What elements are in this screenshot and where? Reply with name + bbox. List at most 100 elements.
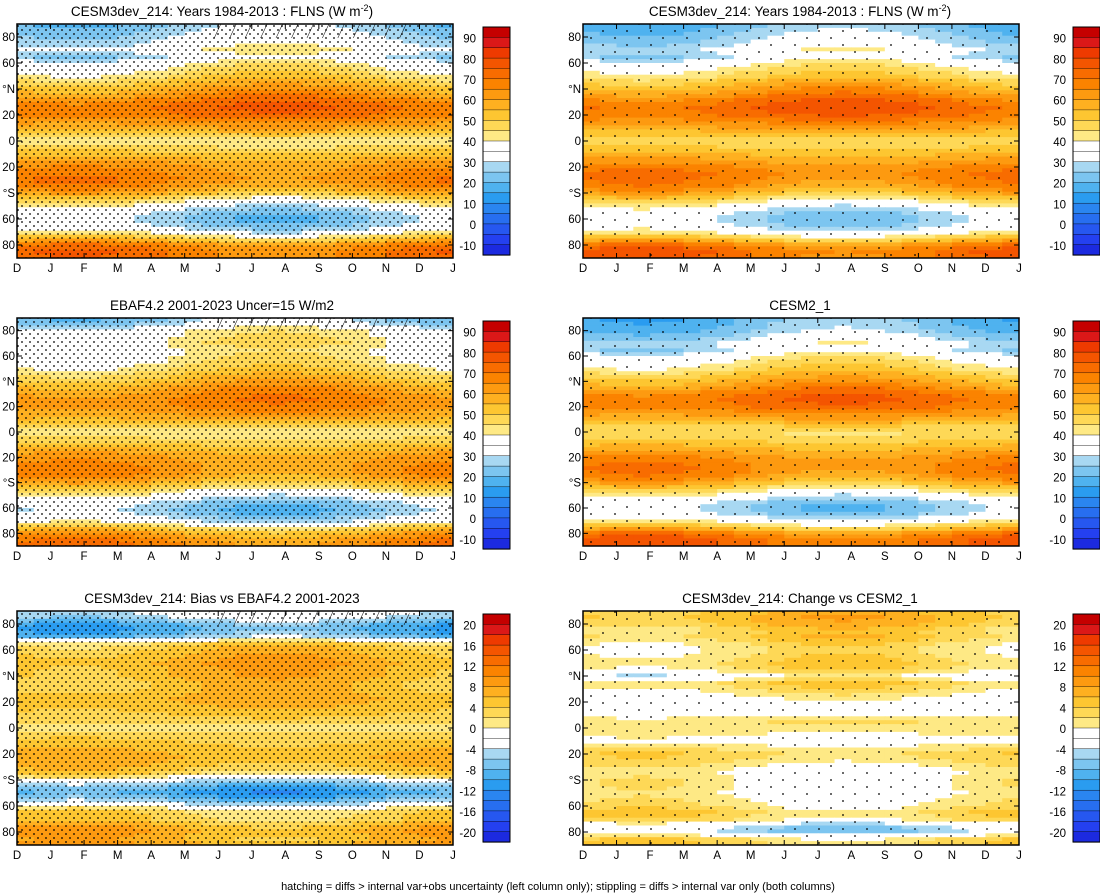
x-tick-label: M (180, 551, 190, 563)
stippling (17, 318, 453, 546)
colorbar-swatch (482, 496, 511, 509)
field (17, 24, 453, 258)
y-tick-label: 60 (2, 58, 15, 70)
x-tick-label: N (382, 263, 390, 275)
y-tick-label: 80 (568, 240, 581, 252)
y-tick-label: 80 (2, 326, 15, 338)
colorbar-swatch (482, 130, 511, 142)
colorbar-label: -10 (459, 241, 476, 253)
colorbar-swatch (1072, 151, 1100, 163)
stippling (583, 24, 1019, 258)
panel-title: EBAF4.2 2001-2023 Uncer=15 W/m2 (110, 298, 334, 313)
colorbar-swatch (482, 445, 511, 457)
colorbar-swatch (482, 151, 511, 163)
y-tick-label: °S (569, 188, 582, 200)
x-tick-label: S (881, 263, 889, 275)
x-tick-label: M (113, 551, 123, 563)
colorbar-swatch (482, 372, 511, 384)
colorbar-swatch (482, 486, 511, 498)
x-tick-label: M (113, 263, 123, 275)
y-tick-label: 80 (568, 32, 581, 44)
colorbar-swatch (1072, 161, 1100, 173)
colorbar-label: 50 (463, 116, 476, 128)
colorbar-swatch (1072, 213, 1100, 225)
x-tick-label: M (746, 263, 756, 275)
x-tick-label: F (81, 551, 88, 563)
panel-cesm3dev-flns-right: CESM3dev_214: Years 1984-2013 : FLNS (W … (568, 3, 1100, 275)
colorbar-swatch (482, 538, 511, 550)
x-tick-label: A (281, 551, 289, 563)
colorbar-swatch (482, 507, 511, 519)
colorbar-swatch (482, 109, 511, 121)
colorbar-swatch (482, 455, 511, 467)
colorbar-swatch (1072, 244, 1100, 256)
x-tick-label: A (713, 263, 721, 275)
colorbar-swatch (1072, 47, 1100, 59)
x-tick-label: S (315, 551, 323, 563)
colorbar-swatch (482, 331, 511, 343)
colorbar-swatch (482, 213, 511, 225)
colorbar-swatch (482, 382, 511, 395)
x-tick-label: J (48, 263, 54, 275)
x-tick-label: M (679, 263, 689, 275)
y-tick-label: 20 (2, 162, 15, 174)
colorbar-swatch (482, 57, 511, 70)
colorbar-label: 80 (463, 54, 476, 66)
x-tick-label: J (450, 263, 456, 275)
colorbar-swatch (1072, 99, 1100, 111)
y-tick-label: 20 (2, 452, 15, 464)
x-tick-label: O (914, 263, 923, 275)
colorbar-swatch (482, 161, 511, 173)
colorbar-swatch (1072, 182, 1100, 194)
x-tick-label: O (348, 551, 357, 563)
colorbar-swatch (482, 424, 511, 436)
y-tick-label: 80 (2, 528, 15, 540)
y-tick-label: 20 (2, 110, 15, 122)
y-tick-label: 80 (2, 240, 15, 252)
colorbar-swatch (1072, 130, 1100, 142)
colorbar-label: 30 (463, 158, 476, 170)
hatching (208, 318, 410, 332)
x-tick-label: J (249, 551, 255, 563)
colorbar-label: -10 (1049, 241, 1066, 253)
colorbar-swatch (482, 362, 511, 374)
colorbar-frame (1072, 26, 1100, 256)
colorbar-swatch (482, 393, 511, 405)
colorbar-label: 90 (1053, 34, 1066, 46)
colorbar-swatch (482, 223, 511, 235)
x-tick-label: A (847, 263, 855, 275)
y-tick-label: 60 (568, 58, 581, 70)
colorbar-label: 40 (1053, 137, 1066, 149)
colorbar-swatch (482, 120, 511, 132)
x-tick-label: D (415, 551, 423, 563)
colorbar-swatch (482, 202, 511, 215)
colorbar-swatch (482, 414, 511, 426)
colorbar-swatch (482, 351, 511, 364)
field (17, 318, 453, 546)
colorbar-swatch (1072, 78, 1100, 90)
field (583, 24, 1019, 258)
colorbar-swatch (482, 99, 511, 111)
colorbar-swatch (482, 88, 511, 101)
y-tick-label: °S (3, 188, 16, 200)
colorbar-swatch (482, 434, 511, 446)
colorbar-swatch (482, 234, 511, 246)
x-tick-label: O (348, 263, 357, 275)
x-tick-label: D (415, 263, 423, 275)
panel-ebaf: EBAF4.2 2001-2023 Uncer=15 W/m2 D J F M A M J J… (2, 298, 511, 563)
x-tick-label: F (81, 263, 88, 275)
colorbar-label: 30 (1053, 158, 1066, 170)
colorbar-swatch (1072, 109, 1100, 121)
y-tick-label: 20 (568, 162, 581, 174)
x-tick-label: J (48, 551, 54, 563)
colorbar-label: 40 (463, 137, 476, 149)
y-tick-label: 0 (9, 427, 15, 439)
y-tick-label: °S (3, 478, 16, 490)
x-tick-label: J (450, 551, 456, 563)
x-tick-label: F (647, 263, 654, 275)
colorbar-swatch (482, 37, 511, 49)
x-tick-label: D (579, 263, 587, 275)
colorbar-label: 90 (463, 328, 476, 340)
colorbar-frame (482, 26, 511, 256)
